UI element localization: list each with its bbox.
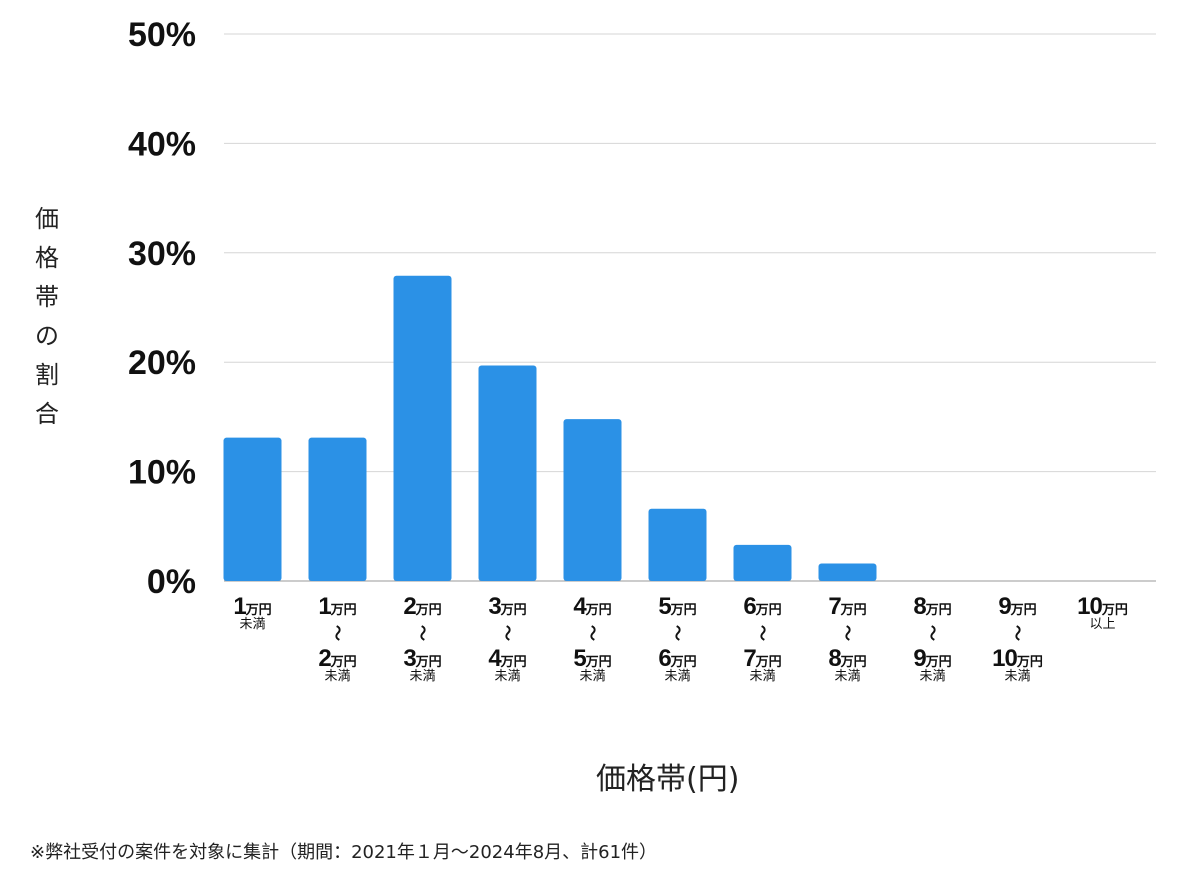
range-start: 1 [318,593,331,620]
unit: 万円 [840,655,867,670]
range-wave: 〜 [923,624,943,642]
bar [478,365,537,581]
x-tick-label: 1万円 未満 [211,593,295,632]
y-axis-title: 価格帯の割合 [35,205,59,428]
range-end: 6 [658,645,671,672]
range-wave: 〜 [498,624,518,642]
y-tick-label: 40% [128,125,196,163]
x-tick-label: 8万円〜 9万円 未満 [891,593,975,684]
unit: 万円 [330,603,357,618]
bar [223,437,282,581]
x-tick-label: 6万円〜 7万円 未満 [721,593,805,684]
range-suffix: 未満 [239,617,266,632]
unit: 万円 [1101,603,1128,618]
y-tick-label: 30% [128,235,196,273]
x-tick-label: 1万円〜 2万円 未満 [296,593,380,684]
range-start: 3 [488,593,501,620]
unit: 万円 [500,603,527,618]
x-axis-title: 価格帯(円) [596,762,740,797]
unit: 万円 [670,655,697,670]
x-tick-label: 10万円 以上 [1061,593,1145,632]
range-wave: 〜 [838,624,858,642]
x-tick-label: 4万円〜 5万円 未満 [551,593,635,684]
range-suffix: 未満 [324,669,351,684]
unit: 万円 [925,655,952,670]
x-tick-label: 2万円〜 3万円 未満 [381,593,465,684]
range-suffix: 以上 [1089,617,1116,632]
range-end: 2 [318,645,331,672]
unit: 万円 [925,603,952,618]
unit: 万円 [755,603,782,618]
range-wave: 〜 [413,624,433,642]
range-wave: 〜 [1008,624,1028,642]
bar [393,275,452,581]
range-suffix: 未満 [919,669,946,684]
range-start: 8 [913,593,926,620]
unit: 万円 [585,603,612,618]
unit: 万円 [330,655,357,670]
range-start: 9 [998,593,1011,620]
unit: 万円 [755,655,782,670]
x-tick-label: 5万円〜 6万円 未満 [636,593,720,684]
range-wave: 〜 [328,624,348,642]
range-end: 7 [743,645,756,672]
range-suffix: 未満 [579,669,606,684]
unit: 万円 [415,603,442,618]
bar [563,419,622,581]
bar [648,508,707,581]
range-end: 10 [992,645,1018,672]
unit: 万円 [245,603,272,618]
y-tick-label: 20% [128,344,196,382]
y-tick-label: 0% [147,563,196,601]
range-end: 8 [828,645,841,672]
unit: 万円 [1010,603,1037,618]
range-suffix: 未満 [494,669,521,684]
range-end: 3 [403,645,416,672]
range-wave: 〜 [753,624,773,642]
range-end: 9 [913,645,926,672]
bar [818,563,877,581]
range-start: 7 [828,593,841,620]
range-start: 2 [403,593,416,620]
range-suffix: 未満 [749,669,776,684]
unit: 万円 [585,655,612,670]
range-start: 4 [573,593,586,620]
range-end: 5 [573,645,586,672]
bar [733,544,792,581]
range-start: 10 [1077,593,1103,620]
x-tick-label: 3万円〜 4万円 未満 [466,593,550,684]
x-tick-label: 7万円〜 8万円 未満 [806,593,890,684]
unit: 万円 [1016,655,1043,670]
range-start: 1 [233,593,246,620]
footnote: ※弊社受付の案件を対象に集計（期間：2021年１月〜2024年8月、計61件） [30,842,658,863]
unit: 万円 [415,655,442,670]
range-suffix: 未満 [409,669,436,684]
range-end: 4 [488,645,501,672]
range-wave: 〜 [583,624,603,642]
range-suffix: 未満 [1004,669,1031,684]
x-tick-label: 9万円〜 10万円 未満 [976,593,1060,684]
range-start: 5 [658,593,671,620]
bar [308,437,367,581]
range-wave: 〜 [668,624,688,642]
range-suffix: 未満 [834,669,861,684]
unit: 万円 [840,603,867,618]
y-tick-label: 50% [128,16,196,54]
y-tick-label: 10% [128,454,196,492]
range-suffix: 未満 [664,669,691,684]
range-start: 6 [743,593,756,620]
unit: 万円 [500,655,527,670]
unit: 万円 [670,603,697,618]
